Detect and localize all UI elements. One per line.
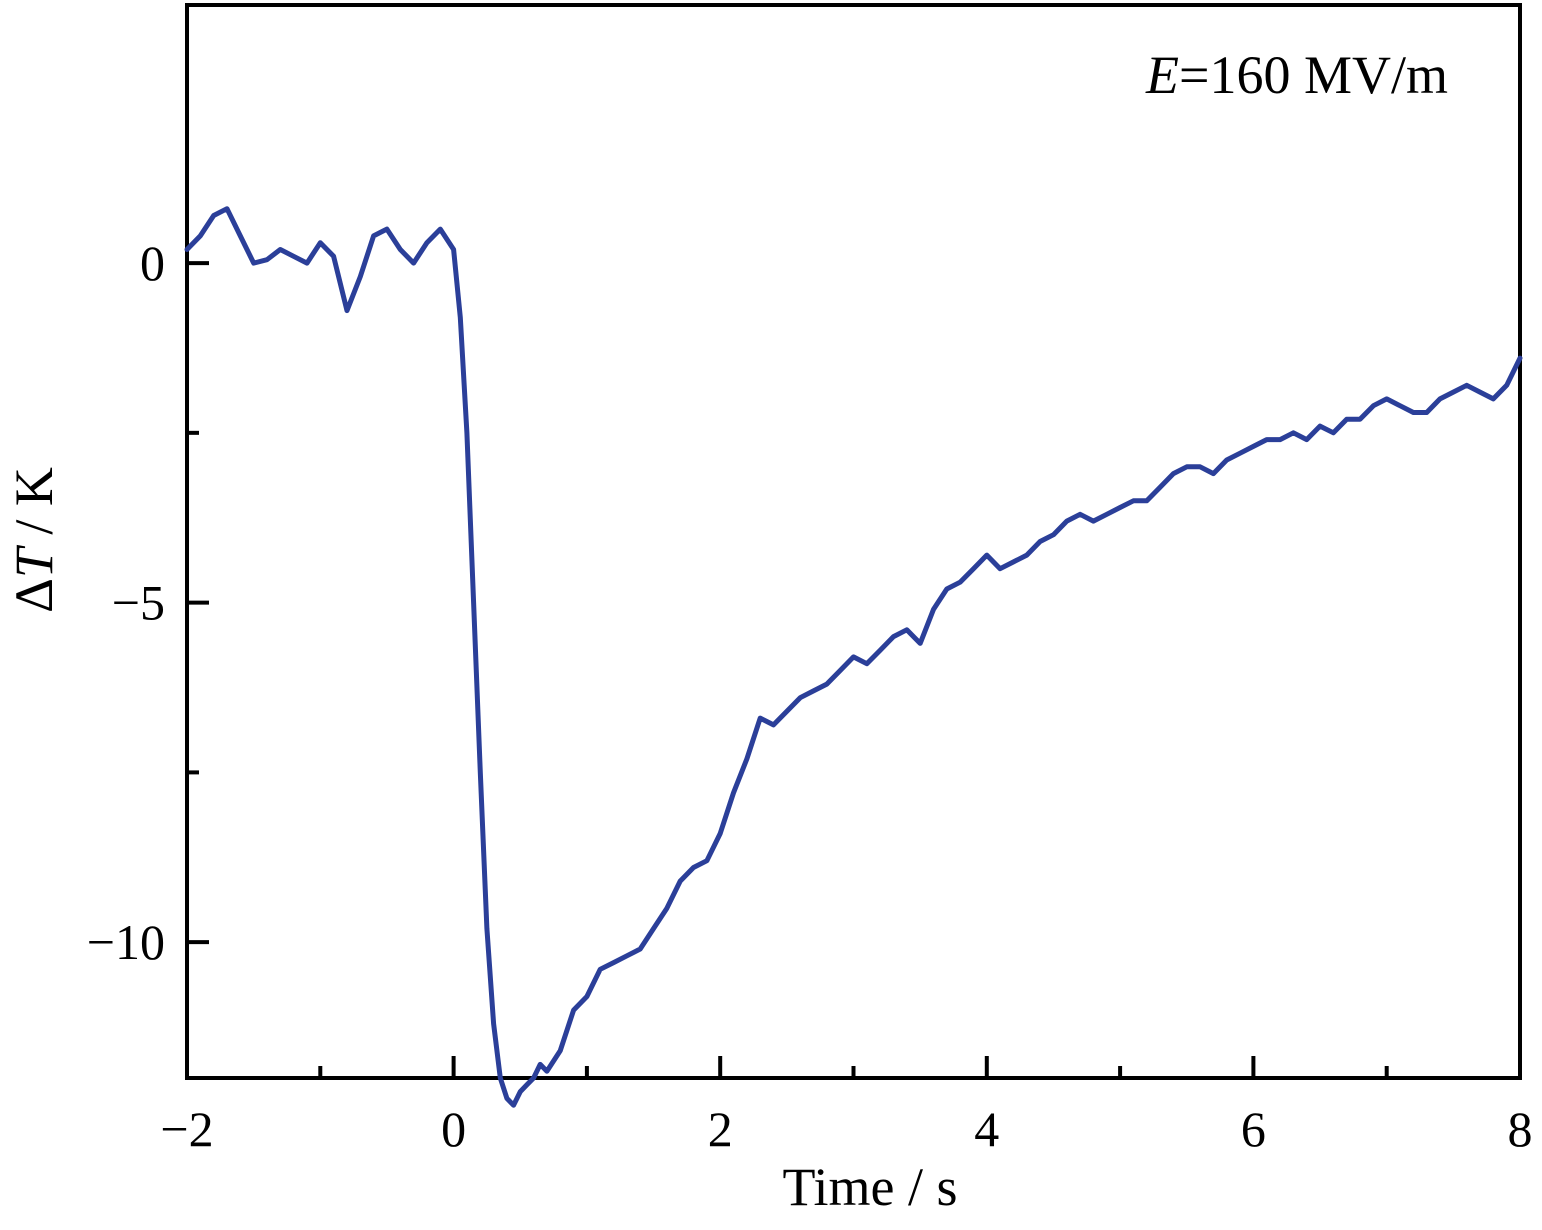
x-tick-label: 6 [1241,1101,1266,1157]
x-tick-label: −2 [160,1101,213,1157]
x-axis-tick-labels: −2 0 2 4 6 8 [160,1101,1532,1157]
plot-frame [185,3,1522,1080]
y-axis-label: ΔT / K [4,467,64,613]
y-axis-tick-labels: 0 −5 −10 [87,235,165,970]
x-axis-label: Time / s [782,1157,957,1217]
y-tick-label: 0 [140,235,165,291]
y-tick-label: −5 [112,575,165,631]
x-tick-label: 4 [974,1101,999,1157]
field-strength-annotation: E=160 MV/m [1145,45,1448,105]
x-tick-label: 8 [1508,1101,1533,1157]
y-tick-label: −10 [87,914,165,970]
x-tick-label: 2 [708,1101,733,1157]
x-axis-ticks [185,1056,1522,1078]
y-axis-ticks [187,261,209,945]
x-tick-label: 0 [441,1101,466,1157]
series-line [184,206,1523,1108]
